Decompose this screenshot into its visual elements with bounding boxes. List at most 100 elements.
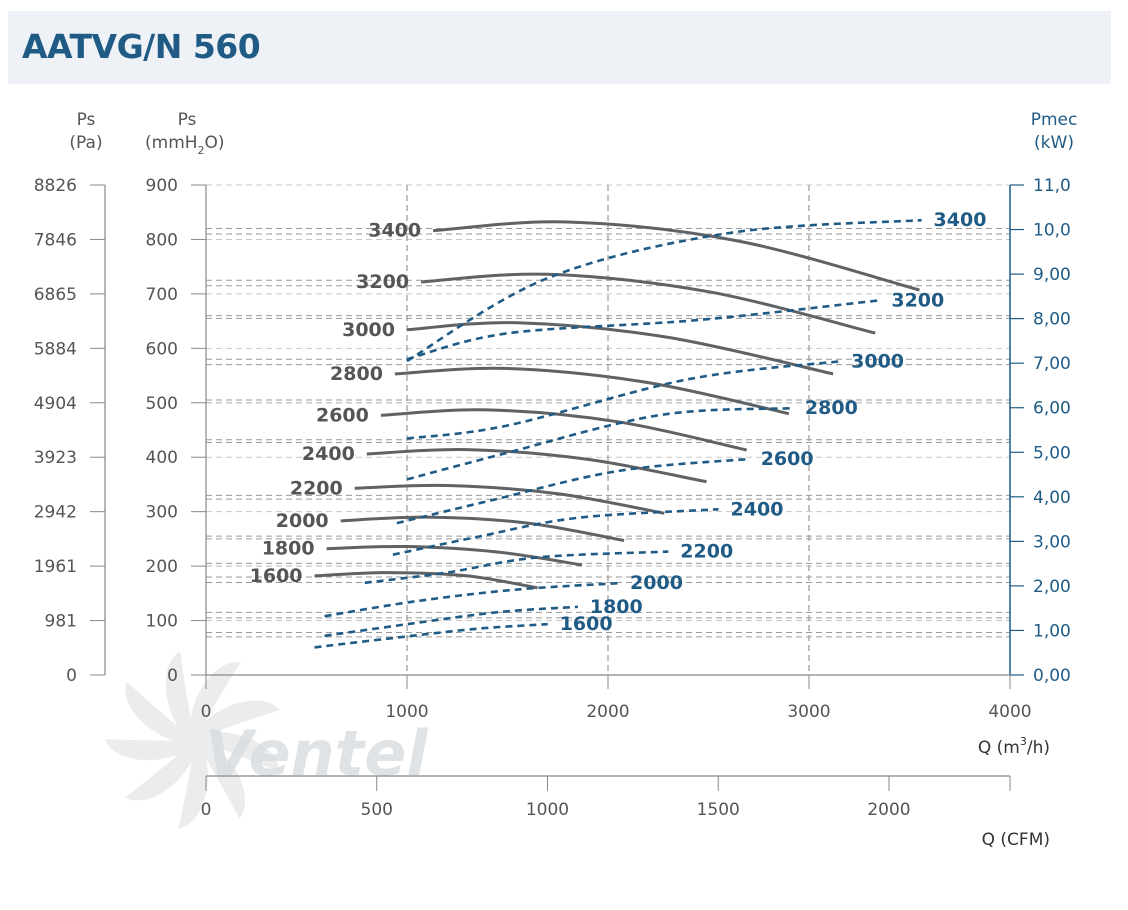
- tick-label-pa: 7846: [34, 230, 77, 250]
- power-curve-2600: [396, 457, 749, 525]
- power-curve-label-1600: 1600: [560, 613, 613, 635]
- tick-label-x-m3h: 4000: [988, 702, 1031, 722]
- tick-label-pa: 8826: [34, 176, 77, 196]
- tick-label-mm: 500: [146, 394, 178, 414]
- power-curve-label-1800: 1800: [590, 596, 643, 618]
- pressure-curve-label-2200: 2200: [290, 477, 343, 499]
- pressure-curve-2200: [354, 483, 665, 515]
- power-curve-1600: [314, 622, 548, 649]
- axis-title-mm-pre: (mmH: [145, 133, 198, 153]
- power-curve-label-2400: 2400: [731, 498, 784, 520]
- power-curve-3000: [406, 360, 840, 440]
- power-curve-label-2200: 2200: [680, 541, 733, 563]
- watermark-blade: [195, 732, 280, 772]
- tick-label-mm: 600: [146, 339, 178, 359]
- tick-label-x-m3h: 3000: [787, 702, 830, 722]
- tick-label-kw: 2,00: [1033, 577, 1071, 597]
- tick-label-kw: 10,0: [1033, 221, 1071, 241]
- pressure-curve-label-2600: 2600: [316, 404, 369, 426]
- tick-label-kw: 6,00: [1033, 399, 1071, 419]
- tick-label-kw: 5,00: [1033, 443, 1071, 463]
- axis-title-pa-line1: Ps: [77, 110, 96, 130]
- tick-label-pa: 2942: [34, 503, 77, 523]
- pressure-curve-label-1800: 1800: [262, 538, 315, 560]
- tick-label-mm: 200: [146, 557, 178, 577]
- axis-title-mm-post: O): [205, 133, 225, 153]
- power-curve-2800: [406, 406, 793, 481]
- axis-title-x-m3h: Q (m3/h): [978, 735, 1050, 758]
- axes: [90, 184, 1024, 791]
- power-curve-label-3200: 3200: [891, 289, 944, 311]
- tick-label-x-m3h: 2000: [586, 702, 629, 722]
- ventel-watermark: Ventel: [104, 651, 428, 829]
- axis-title-mm-sub: 2: [198, 144, 205, 157]
- tick-label-mm: 100: [146, 612, 178, 632]
- tick-label-kw: 1,00: [1033, 621, 1071, 641]
- axis-title-mm-line2: (mmH2O): [145, 133, 225, 157]
- curves: [314, 218, 922, 649]
- tick-label-pa: 981: [45, 612, 77, 632]
- power-curve-label-2000: 2000: [630, 572, 683, 594]
- power-curve-1800: [324, 605, 578, 638]
- tick-label-x-cfm: 1000: [526, 800, 569, 820]
- power-curve-2000: [324, 581, 619, 618]
- tick-label-mm: 800: [146, 230, 178, 250]
- power-curve-label-3000: 3000: [851, 350, 904, 372]
- tick-label-x-cfm: 0: [201, 800, 212, 820]
- tick-label-kw: 4,00: [1033, 488, 1071, 508]
- pressure-curve-3200: [421, 272, 876, 335]
- pressure-curve-label-1600: 1600: [250, 565, 303, 587]
- tick-label-x-m3h: 1000: [385, 702, 428, 722]
- watermark-blade: [104, 739, 195, 761]
- power-curve-3400: [406, 218, 922, 363]
- watermark-blade: [189, 662, 241, 740]
- tick-label-pa: 6865: [34, 285, 77, 305]
- tick-label-x-cfm: 500: [361, 800, 393, 820]
- axis-title-x-m3h-post: /h): [1027, 738, 1050, 758]
- tick-label-pa: 0: [66, 666, 77, 686]
- tick-label-pa: 1961: [34, 557, 77, 577]
- tick-label-pa: 3923: [34, 448, 77, 468]
- tick-label-x-cfm: 1500: [697, 800, 740, 820]
- chart-title: AATVG/N 560: [22, 27, 261, 66]
- power-curve-3200: [406, 299, 880, 361]
- pressure-curve-label-2800: 2800: [330, 363, 383, 385]
- watermark-blade: [165, 651, 195, 740]
- watermark-blade: [195, 738, 246, 819]
- tick-label-mm: 400: [146, 448, 178, 468]
- tick-label-kw: 7,00: [1033, 354, 1071, 374]
- power-curve-label-2800: 2800: [805, 397, 858, 419]
- power-curve-label-2600: 2600: [761, 448, 814, 470]
- tick-label-kw: 3,00: [1033, 532, 1071, 552]
- tick-label-mm: 0: [167, 666, 178, 686]
- pressure-curve-3400: [433, 220, 920, 292]
- watermark-blade: [125, 740, 198, 801]
- axis-title-mm-line1: Ps: [178, 110, 197, 130]
- tick-label-kw: 0,00: [1033, 666, 1071, 686]
- axis-title-x-cfm: Q (CFM): [982, 830, 1050, 850]
- power-curve-2200: [364, 550, 669, 585]
- power-curve-label-3400: 3400: [934, 209, 987, 231]
- axis-title-x-m3h-sup: 3: [1020, 735, 1027, 748]
- pressure-curve-label-3200: 3200: [356, 271, 409, 293]
- pressure-curve-1600: [314, 571, 538, 590]
- pressure-curve-label-3400: 3400: [368, 220, 421, 242]
- tick-label-mm: 300: [146, 503, 178, 523]
- pressure-curve-label-3000: 3000: [342, 319, 395, 341]
- tick-label-kw: 8,00: [1033, 310, 1071, 330]
- tick-label-x-m3h: 0: [201, 702, 212, 722]
- axis-title-kw-line1: Pmec: [1031, 110, 1078, 130]
- watermark-blade: [195, 700, 280, 740]
- power-curve-2400: [392, 508, 719, 556]
- pressure-curve-2400: [366, 447, 707, 484]
- watermark-blade: [125, 681, 195, 744]
- tick-label-mm: 900: [146, 176, 178, 196]
- pressure-curve-2000: [340, 515, 625, 542]
- pressure-curve-2600: [380, 408, 748, 452]
- pressure-curve-label-2400: 2400: [302, 443, 355, 465]
- axis-title-kw-line2: (kW): [1034, 133, 1074, 153]
- tick-label-pa: 4904: [34, 394, 77, 414]
- watermark-text: Ventel: [205, 717, 428, 790]
- axis-title-pa-line2: (Pa): [69, 133, 102, 153]
